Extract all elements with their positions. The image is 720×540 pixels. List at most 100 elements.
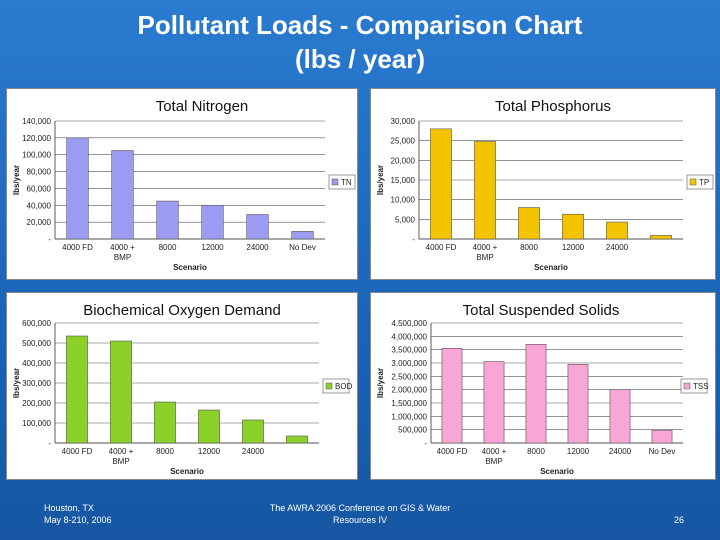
phosphorus-y-tick-label: 5,000 — [395, 215, 416, 224]
nitrogen-bar — [66, 137, 89, 240]
bod-chart-title: Biochemical Oxygen Demand — [83, 302, 281, 319]
bod-y-tick-label: 500,000 — [22, 339, 51, 348]
nitrogen-x-tick-label: No Dev — [289, 243, 316, 252]
bod-y-tick-label: - — [48, 439, 51, 448]
tss-bar — [567, 364, 589, 444]
phosphorus-chart-title: Total Phosphorus — [495, 98, 611, 115]
bod-y-tick-label: 400,000 — [22, 359, 51, 368]
bod-y-tick-label: 200,000 — [22, 399, 51, 408]
tss-x-tick-label: No Dev — [649, 447, 676, 456]
phosphorus-x-tick-label: 8000 — [520, 243, 538, 252]
bod-bar — [286, 435, 308, 444]
bod-bar — [110, 340, 132, 444]
tss-x-tick-label: 4000 FD — [437, 447, 468, 456]
tss-bar — [483, 361, 505, 444]
tss-x-tick-label: 4000 + — [482, 447, 507, 456]
nitrogen-y-tick-label: 120,000 — [22, 134, 51, 143]
tss-x-tick-label: 8000 — [527, 447, 545, 456]
bod-bar — [66, 335, 88, 444]
bod-legend-swatch — [325, 382, 333, 390]
tss-y-tick-label: 500,000 — [398, 426, 427, 435]
bod-x-tick-label: 4000 + — [109, 447, 134, 456]
tss-y-axis-label: lbs/year — [376, 368, 385, 398]
nitrogen-y-tick-label: - — [48, 235, 51, 244]
nitrogen-bar — [246, 214, 269, 240]
footer-location-line1: Houston, TX — [44, 503, 94, 513]
tss-legend-label: TSS — [693, 382, 709, 391]
tss-y-tick-label: 1,500,000 — [391, 399, 427, 408]
chart-svg-phosphorus: - 5,000 10,000 15,000 20,000 25,000 30,000 4000… — [376, 98, 714, 272]
phosphorus-legend — [686, 174, 714, 190]
phosphorus-x-axis-label: Scenario — [534, 263, 568, 272]
nitrogen-x-tick-label: 8000 — [159, 243, 177, 252]
bod-bar — [198, 409, 220, 444]
tss-y-tick-label: 2,500,000 — [391, 372, 427, 381]
phosphorus-x-tick-label-line2: BMP — [476, 253, 493, 262]
bod-legend-label: BOD — [335, 382, 353, 391]
tss-y-tick-label: 1,000,000 — [391, 412, 427, 421]
nitrogen-bar — [201, 204, 224, 240]
phosphorus-y-tick-label: 15,000 — [391, 176, 416, 185]
chart-panel-nitrogen: - 20,000 40,000 60,000 80,000 100,000 120,000 1… — [6, 88, 358, 280]
nitrogen-bar — [291, 231, 314, 240]
phosphorus-y-tick-label: 10,000 — [391, 196, 416, 205]
tss-y-tick-label: 2,000,000 — [391, 386, 427, 395]
nitrogen-y-tick-label: 40,000 — [27, 201, 52, 210]
nitrogen-y-axis-label: lbs/year — [12, 165, 21, 195]
tss-y-tick-label: 3,000,000 — [391, 359, 427, 368]
chart-svg-nitrogen: - 20,000 40,000 60,000 80,000 100,000 120,000 1… — [12, 98, 356, 272]
bod-y-tick-label: 300,000 — [22, 379, 51, 388]
slide-title-line2: (lbs / year) — [294, 44, 426, 74]
nitrogen-y-tick-label: 140,000 — [22, 117, 51, 126]
tss-y-tick-label: 3,500,000 — [391, 346, 427, 355]
footer-conference-line2: Resources IV — [332, 515, 388, 525]
tss-y-tick-label: 4,000,000 — [391, 332, 427, 341]
phosphorus-bar — [562, 213, 584, 240]
bod-bar — [154, 401, 176, 444]
tss-bar — [441, 348, 463, 444]
phosphorus-y-tick-label: - — [412, 235, 415, 244]
footer-location-line2: May 8-210, 2006 — [44, 515, 112, 525]
phosphorus-bar — [518, 207, 540, 240]
nitrogen-x-axis-label: Scenario — [173, 263, 207, 272]
nitrogen-plot-area — [55, 121, 325, 239]
phosphorus-bar — [474, 141, 496, 240]
phosphorus-legend-label: TP — [699, 178, 709, 187]
bod-x-tick-label: 12000 — [198, 447, 221, 456]
tss-x-tick-label: 24000 — [609, 447, 632, 456]
phosphorus-x-tick-label: 4000 FD — [426, 243, 457, 252]
tss-bar — [609, 389, 631, 444]
bod-x-tick-label-line2: BMP — [112, 457, 129, 466]
phosphorus-x-tick-label: 24000 — [606, 243, 629, 252]
phosphorus-x-tick-label: 4000 + — [473, 243, 498, 252]
bod-y-axis-label: lbs/year — [12, 368, 21, 398]
nitrogen-y-tick-label: 100,000 — [22, 151, 51, 160]
nitrogen-x-tick-label: 4000 + — [110, 243, 135, 252]
tss-bar — [651, 429, 673, 444]
footer-conference-line1: The AWRA 2006 Conference on GIS & Water — [269, 503, 451, 513]
tss-chart-title: Total Suspended Solids — [463, 302, 620, 319]
bod-x-tick-label: 8000 — [156, 447, 174, 456]
nitrogen-bar — [111, 150, 134, 240]
bod-bar — [242, 419, 264, 444]
nitrogen-legend-swatch — [331, 178, 339, 186]
bod-x-tick-label: 24000 — [242, 447, 265, 456]
nitrogen-bar — [156, 200, 179, 240]
nitrogen-x-tick-label: 4000 FD — [62, 243, 93, 252]
phosphorus-y-tick-label: 30,000 — [391, 117, 416, 126]
tss-x-tick-label-line2: BMP — [485, 457, 502, 466]
footer-location: Houston, TX May 8-210, 2006 — [44, 502, 112, 526]
tss-x-tick-label: 12000 — [567, 447, 590, 456]
phosphorus-bar — [430, 128, 452, 240]
phosphorus-y-tick-label: 25,000 — [391, 137, 416, 146]
phosphorus-y-axis-label: lbs/year — [376, 165, 385, 195]
nitrogen-y-tick-label: 60,000 — [27, 184, 52, 193]
nitrogen-legend — [328, 174, 356, 190]
phosphorus-y-tick-label: 20,000 — [391, 156, 416, 165]
footer-conference: The AWRA 2006 Conference on GIS & Water … — [240, 502, 480, 526]
slide-title: Pollutant Loads - Comparison Chart (lbs … — [0, 8, 720, 76]
tss-legend-swatch — [683, 382, 691, 390]
nitrogen-legend-label: TN — [341, 178, 352, 187]
chart-panel-bod: - 100,000 200,000 300,000 400,000 500,000 600,… — [6, 292, 358, 480]
bod-y-tick-label: 100,000 — [22, 419, 51, 428]
